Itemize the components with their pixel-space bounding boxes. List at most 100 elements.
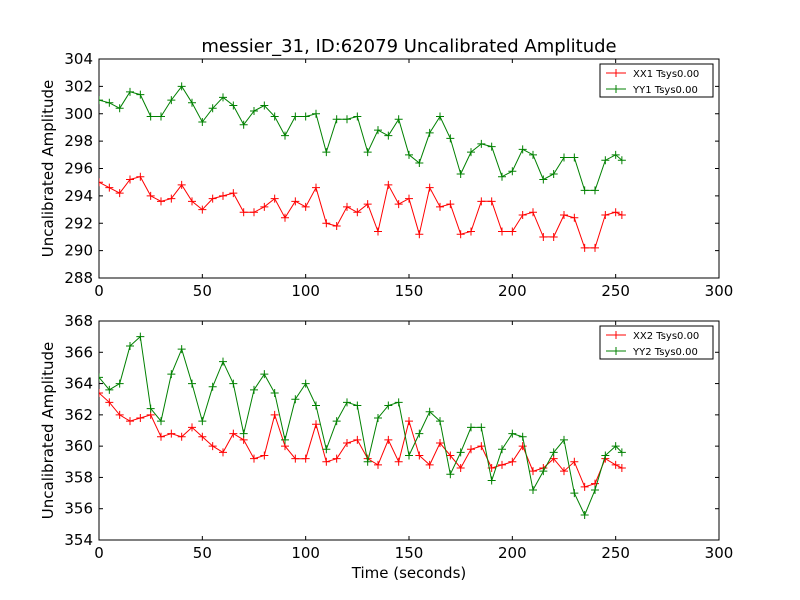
series-line	[99, 176, 623, 249]
data-point	[580, 186, 589, 195]
data-point	[177, 180, 186, 189]
data-point	[374, 126, 382, 135]
data-point	[560, 467, 568, 476]
data-point	[508, 167, 517, 176]
data-point	[136, 413, 145, 422]
data-point	[99, 388, 103, 397]
y-tick-label: 364	[64, 375, 93, 393]
data-point	[177, 345, 186, 354]
x-tick-label: 50	[193, 282, 212, 300]
series-line	[99, 335, 623, 517]
data-point	[374, 227, 382, 236]
data-point	[477, 139, 486, 148]
data-point	[188, 197, 196, 206]
data-point	[322, 445, 331, 454]
data-point	[312, 420, 320, 429]
data-point	[167, 194, 176, 203]
data-point	[208, 104, 217, 113]
data-point	[611, 150, 620, 159]
data-point	[611, 442, 620, 451]
data-point	[436, 112, 444, 121]
data-point	[518, 145, 527, 154]
data-point	[105, 183, 114, 192]
data-point	[539, 467, 548, 476]
data-point	[498, 172, 506, 181]
data-point	[250, 208, 258, 217]
data-point	[146, 191, 155, 200]
data-point	[312, 109, 320, 118]
data-point	[446, 134, 455, 143]
data-point	[591, 186, 599, 195]
data-point	[591, 485, 599, 494]
data-point	[498, 445, 506, 454]
data-point	[394, 398, 403, 407]
data-point	[260, 202, 269, 211]
series-yy1-tsys0-00	[99, 82, 626, 195]
x-axis-label: Time (seconds)	[351, 564, 467, 582]
data-point	[498, 227, 506, 236]
data-point	[270, 194, 279, 203]
data-point	[219, 357, 227, 366]
y-tick-label: 368	[64, 312, 93, 330]
data-point	[115, 104, 124, 113]
y-tick-label: 356	[64, 500, 93, 518]
x-tick-label: 100	[291, 282, 320, 300]
x-tick-label: 100	[291, 544, 320, 562]
data-point	[456, 448, 465, 457]
data-point	[580, 510, 589, 519]
data-point	[384, 131, 393, 140]
data-point	[136, 172, 145, 181]
data-point	[446, 200, 455, 209]
data-point	[146, 112, 155, 121]
data-point	[281, 131, 289, 140]
data-point	[322, 219, 331, 228]
data-point	[177, 432, 186, 441]
data-point	[301, 454, 310, 463]
x-tick-label: 300	[705, 282, 734, 300]
data-point	[487, 142, 496, 151]
data-point	[167, 429, 176, 438]
data-point	[570, 153, 579, 162]
data-point	[260, 101, 269, 110]
data-point	[126, 417, 134, 426]
legend-label: YY1 Tsys0.00	[632, 85, 698, 96]
y-tick-label: 358	[64, 468, 93, 486]
data-point	[498, 460, 506, 469]
data-point	[281, 213, 289, 222]
data-point	[208, 382, 217, 391]
legend-marker	[612, 85, 620, 93]
data-point	[570, 213, 579, 222]
x-tick-label: 200	[498, 544, 527, 562]
data-point	[508, 457, 517, 466]
data-point	[611, 460, 620, 469]
data-point	[198, 117, 207, 126]
data-point	[477, 197, 486, 206]
data-point	[260, 370, 269, 379]
y-axis-label: Uncalibrated Amplitude	[39, 342, 57, 519]
data-point	[115, 379, 124, 388]
x-tick-label: 50	[193, 544, 212, 562]
data-point	[115, 189, 124, 198]
data-point	[115, 410, 124, 419]
data-point	[617, 448, 626, 457]
data-point	[617, 464, 626, 473]
data-point	[580, 482, 589, 491]
data-point	[281, 435, 289, 444]
x-tick-label: 0	[94, 544, 104, 562]
x-tick-label: 150	[395, 282, 424, 300]
data-point	[467, 148, 475, 157]
data-point	[394, 115, 403, 124]
data-point	[332, 454, 341, 463]
data-point	[560, 435, 568, 444]
data-point	[363, 457, 372, 466]
data-point	[105, 398, 114, 407]
data-point	[487, 476, 496, 485]
data-point	[167, 370, 176, 379]
x-tick-label: 250	[601, 282, 630, 300]
data-point	[384, 435, 393, 444]
data-point	[105, 98, 114, 107]
legend-marker	[612, 331, 620, 339]
data-point	[518, 432, 527, 441]
data-point	[208, 442, 217, 451]
data-point	[229, 379, 238, 388]
